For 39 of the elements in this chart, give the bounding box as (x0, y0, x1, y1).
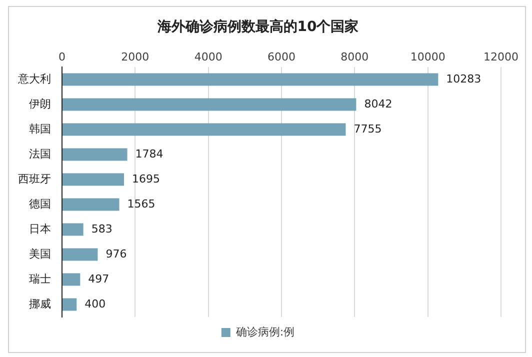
y-tick-label: 西班牙 (18, 172, 51, 186)
y-tick-label: 美国 (29, 247, 51, 260)
bar (62, 298, 77, 311)
data-label: 10283 (446, 72, 482, 86)
y-tick-label: 韩国 (29, 122, 51, 136)
x-tick-label: 10000 (410, 50, 446, 64)
data-label: 1784 (135, 147, 164, 160)
bar (62, 173, 124, 186)
y-tick-label: 意大利 (17, 72, 51, 86)
legend-label: 确诊病例:例 (234, 325, 295, 338)
bar (62, 98, 356, 111)
data-label: 976 (106, 247, 127, 260)
bar (62, 123, 346, 136)
bar (62, 248, 98, 261)
x-tick-label: 8000 (340, 50, 369, 64)
data-label: 400 (84, 297, 106, 310)
y-tick-label: 德国 (29, 197, 51, 210)
y-tick-label: 挪威 (29, 297, 51, 310)
bar (62, 223, 84, 236)
data-label: 583 (91, 222, 112, 236)
data-label: 7755 (354, 122, 382, 136)
chart-title: 海外确诊病例数最高的10个国家 (156, 18, 359, 36)
y-tick-label: 法国 (29, 147, 51, 160)
x-tick-label: 2000 (121, 50, 150, 64)
bar (62, 198, 120, 211)
x-tick-label: 0 (58, 50, 66, 64)
data-label: 8042 (364, 97, 392, 110)
bar (62, 273, 80, 286)
data-label: 1695 (132, 172, 160, 186)
bar (62, 148, 128, 161)
x-tick-label: 4000 (194, 50, 222, 64)
x-tick-label: 6000 (268, 50, 296, 64)
y-tick-label: 瑞士 (29, 272, 51, 286)
data-label: 497 (88, 272, 110, 286)
bar (62, 73, 438, 86)
y-tick-label: 日本 (29, 222, 51, 236)
y-tick-label: 伊朗 (29, 97, 51, 110)
x-tick-label: 12000 (484, 50, 518, 64)
data-label: 1565 (127, 197, 156, 210)
